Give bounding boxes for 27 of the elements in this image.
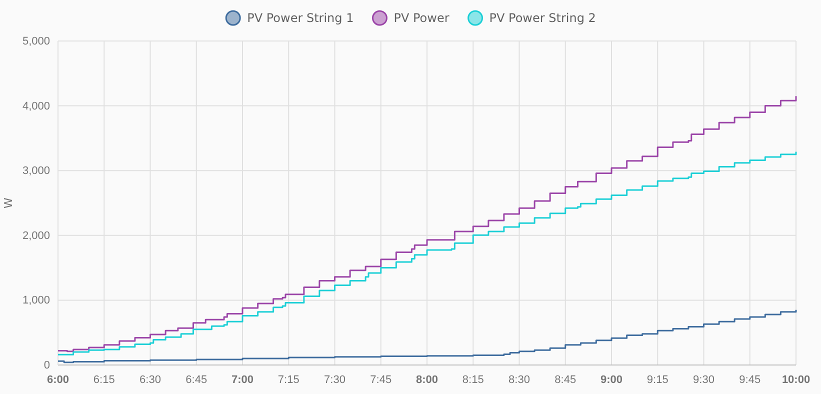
x-tick-label: 9:15 <box>646 374 668 386</box>
x-tick-label: 6:45 <box>186 374 208 386</box>
y-tick-label: 0 <box>44 360 50 372</box>
legend-label: PV Power String 2 <box>489 11 596 25</box>
x-tick-label: 7:45 <box>370 374 392 386</box>
x-tick-label: 6:15 <box>93 374 115 386</box>
legend-label: PV Power <box>394 11 450 25</box>
x-tick-label: 8:45 <box>554 374 576 386</box>
y-tick-label: 4,000 <box>22 100 50 112</box>
x-tick-label: 8:00 <box>416 374 438 386</box>
legend-label: PV Power String 1 <box>247 11 354 25</box>
x-tick-label: 9:00 <box>600 374 623 386</box>
x-tick-label: 9:30 <box>693 374 714 386</box>
y-tick-label: 1,000 <box>22 294 50 307</box>
y-tick-label: 3,000 <box>22 165 50 178</box>
y-tick-label: 2,000 <box>22 230 50 242</box>
x-tick-label: 6:30 <box>140 374 161 386</box>
y-tick-label: 5,000 <box>22 36 50 48</box>
x-tick-label: 6:00 <box>46 374 70 386</box>
x-tick-label: 7:15 <box>278 374 300 386</box>
x-tick-label: 9:45 <box>739 374 761 386</box>
x-tick-label: 7:00 <box>231 374 254 386</box>
x-tick-label: 8:30 <box>508 374 530 386</box>
x-tick-label: 7:30 <box>324 374 346 386</box>
x-tick-label: 10:00 <box>782 374 810 386</box>
y-axis-title: W <box>2 197 15 208</box>
x-tick-label: 8:15 <box>462 374 484 386</box>
